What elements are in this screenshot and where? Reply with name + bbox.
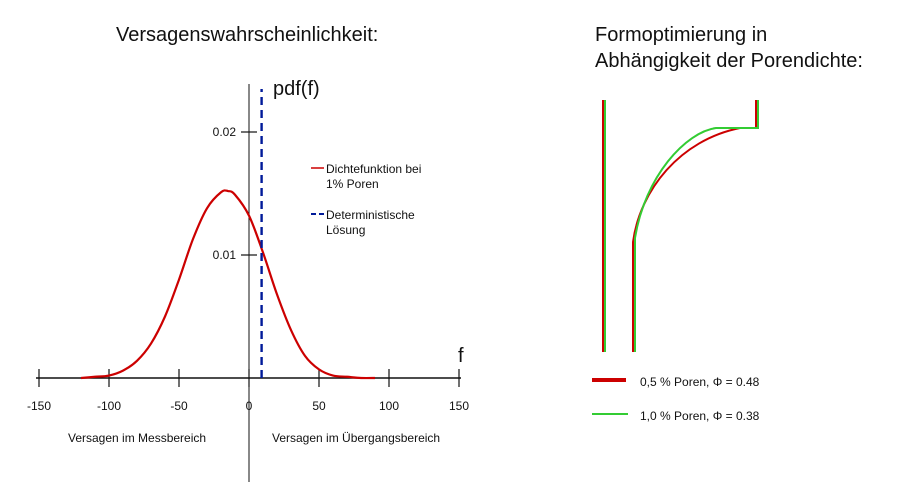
x-tick-label: -50 bbox=[170, 399, 188, 413]
x-tick-label: 0 bbox=[246, 399, 253, 413]
legend-label-blue-line2: Lösung bbox=[326, 223, 365, 237]
pdf-chart: Versagenswahrscheinlichkeit: pdf(f) f -1… bbox=[27, 24, 469, 482]
right-title-line2: Abhängigkeit der Porendichte: bbox=[595, 50, 863, 72]
pdf-legend: Dichtefunktion bei 1% Poren Deterministi… bbox=[311, 162, 421, 237]
shape-profiles bbox=[602, 100, 759, 352]
y-tick-label: 0.01 bbox=[213, 248, 237, 262]
left-caption: Versagen im Messbereich bbox=[68, 431, 206, 445]
pdf-axes: pdf(f) f bbox=[36, 78, 464, 482]
legend-label-red-line2: 1% Poren bbox=[326, 177, 379, 191]
red-contour bbox=[632, 100, 757, 352]
pdf-series bbox=[80, 88, 376, 380]
x-tick-label: -150 bbox=[27, 399, 51, 413]
legend-red-label: 0,5 % Poren, Φ = 0.48 bbox=[640, 375, 760, 389]
shape-optimization-diagram: Formoptimierung in Abhängigkeit der Pore… bbox=[592, 24, 863, 423]
y-tick-label: 0.02 bbox=[213, 125, 237, 139]
x-tick-label: 50 bbox=[312, 399, 326, 413]
y-axis-label: pdf(f) bbox=[273, 78, 320, 100]
x-tick-label: 150 bbox=[449, 399, 469, 413]
x-tick-label: 100 bbox=[379, 399, 399, 413]
right-title-line1: Formoptimierung in bbox=[595, 24, 767, 46]
green-contour bbox=[634, 100, 759, 352]
left-title: Versagenswahrscheinlichkeit: bbox=[116, 24, 378, 46]
x-axis-label: f bbox=[458, 345, 464, 367]
legend-label-red-line1: Dichtefunktion bei bbox=[326, 162, 421, 176]
y-ticks: 0.01 0.02 bbox=[213, 125, 257, 262]
shape-legend: 0,5 % Poren, Φ = 0.48 1,0 % Poren, Φ = 0… bbox=[592, 375, 760, 423]
legend-green-label: 1,0 % Poren, Φ = 0.38 bbox=[640, 409, 760, 423]
x-tick-label: -100 bbox=[97, 399, 121, 413]
x-ticks: -150 -100 -50 0 50 100 150 bbox=[27, 369, 469, 413]
right-caption: Versagen im Übergangsbereich bbox=[272, 431, 440, 445]
pdf-red-curve bbox=[80, 189, 376, 380]
legend-label-blue-line1: Deterministische bbox=[326, 208, 415, 222]
